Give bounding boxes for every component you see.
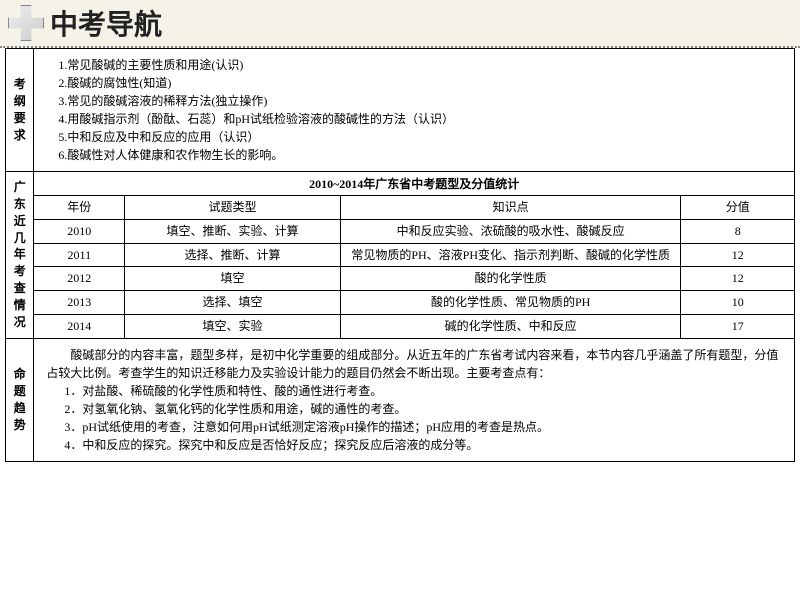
req-item: 6.酸碱性对人体健康和农作物生长的影响。 [58, 146, 782, 164]
trend-point: 3．pH试纸使用的考查，注意如何用pH试纸测定溶液pH操作的描述；pH应用的考查… [46, 418, 782, 436]
stats-label: 广东近几年考查情况 [6, 172, 34, 339]
trend-point: 1．对盐酸、稀硫酸的化学性质和特性、酸的通性进行考查。 [46, 382, 782, 400]
cell-score: 17 [681, 314, 795, 338]
stats-row: 2014 填空、实验 碱的化学性质、中和反应 17 [6, 314, 795, 338]
col-topic: 知识点 [340, 196, 681, 220]
cell-score: 10 [681, 291, 795, 315]
cell-year: 2014 [34, 314, 125, 338]
cell-year: 2012 [34, 267, 125, 291]
trend-point: 2．对氢氧化钠、氢氧化钙的化学性质和用途，碱的通性的考查。 [46, 400, 782, 418]
stats-row: 2013 选择、填空 酸的化学性质、常见物质的PH 10 [6, 291, 795, 315]
requirements-list: 1.常见酸碱的主要性质和用途(认识) 2.酸碱的腐蚀性(知道) 3.常见的酸碱溶… [40, 52, 788, 168]
stats-title: 2010~2014年广东省中考题型及分值统计 [34, 172, 795, 196]
trend-intro: 酸碱部分的内容丰富，题型多样，是初中化学重要的组成部分。从近五年的广东省考试内容… [46, 346, 782, 382]
cell-type: 填空、实验 [125, 314, 341, 338]
requirements-row: 考纲要求 1.常见酸碱的主要性质和用途(认识) 2.酸碱的腐蚀性(知道) 3.常… [6, 49, 795, 172]
cell-topic: 中和反应实验、浓硫酸的吸水性、酸碱反应 [340, 219, 681, 243]
col-score: 分值 [681, 196, 795, 220]
main-table: 考纲要求 1.常见酸碱的主要性质和用途(认识) 2.酸碱的腐蚀性(知道) 3.常… [5, 48, 795, 462]
trend-point: 4．中和反应的探究。探究中和反应是否恰好反应；探究反应后溶液的成分等。 [46, 436, 782, 454]
header-bar: 中考导航 [0, 0, 800, 48]
req-item: 2.酸碱的腐蚀性(知道) [58, 74, 782, 92]
cell-score: 12 [681, 267, 795, 291]
stats-header-row: 年份 试题类型 知识点 分值 [6, 196, 795, 220]
cell-type: 填空 [125, 267, 341, 291]
requirements-cell: 1.常见酸碱的主要性质和用途(认识) 2.酸碱的腐蚀性(知道) 3.常见的酸碱溶… [34, 49, 795, 172]
cell-year: 2011 [34, 243, 125, 267]
cell-topic: 碱的化学性质、中和反应 [340, 314, 681, 338]
page-title: 中考导航 [50, 3, 162, 43]
requirements-label: 考纲要求 [6, 49, 34, 172]
stats-row: 2012 填空 酸的化学性质 12 [6, 267, 795, 291]
cell-topic: 酸的化学性质 [340, 267, 681, 291]
trend-cell: 酸碱部分的内容丰富，题型多样，是初中化学重要的组成部分。从近五年的广东省考试内容… [34, 338, 795, 461]
cell-score: 12 [681, 243, 795, 267]
req-item: 1.常见酸碱的主要性质和用途(认识) [58, 56, 782, 74]
stats-row: 2011 选择、推断、计算 常见物质的PH、溶液PH变化、指示剂判断、酸碱的化学… [6, 243, 795, 267]
req-item: 5.中和反应及中和反应的应用（认识） [58, 128, 782, 146]
cell-type: 选择、推断、计算 [125, 243, 341, 267]
trend-label: 命题趋势 [6, 338, 34, 461]
cell-topic: 常见物质的PH、溶液PH变化、指示剂判断、酸碱的化学性质 [340, 243, 681, 267]
req-item: 4.用酸碱指示剂（酚酞、石蕊）和pH试纸检验溶液的酸碱性的方法（认识） [58, 110, 782, 128]
col-year: 年份 [34, 196, 125, 220]
cell-topic: 酸的化学性质、常见物质的PH [340, 291, 681, 315]
stats-row: 2010 填空、推断、实验、计算 中和反应实验、浓硫酸的吸水性、酸碱反应 8 [6, 219, 795, 243]
cell-year: 2013 [34, 291, 125, 315]
cross-icon [8, 5, 44, 41]
cell-type: 填空、推断、实验、计算 [125, 219, 341, 243]
cell-type: 选择、填空 [125, 291, 341, 315]
cell-score: 8 [681, 219, 795, 243]
req-item: 3.常见的酸碱溶液的稀释方法(独立操作) [58, 92, 782, 110]
cell-year: 2010 [34, 219, 125, 243]
stats-title-row: 广东近几年考查情况 2010~2014年广东省中考题型及分值统计 [6, 172, 795, 196]
col-type: 试题类型 [125, 196, 341, 220]
trend-block: 酸碱部分的内容丰富，题型多样，是初中化学重要的组成部分。从近五年的广东省考试内容… [40, 342, 788, 458]
trend-row: 命题趋势 酸碱部分的内容丰富，题型多样，是初中化学重要的组成部分。从近五年的广东… [6, 338, 795, 461]
